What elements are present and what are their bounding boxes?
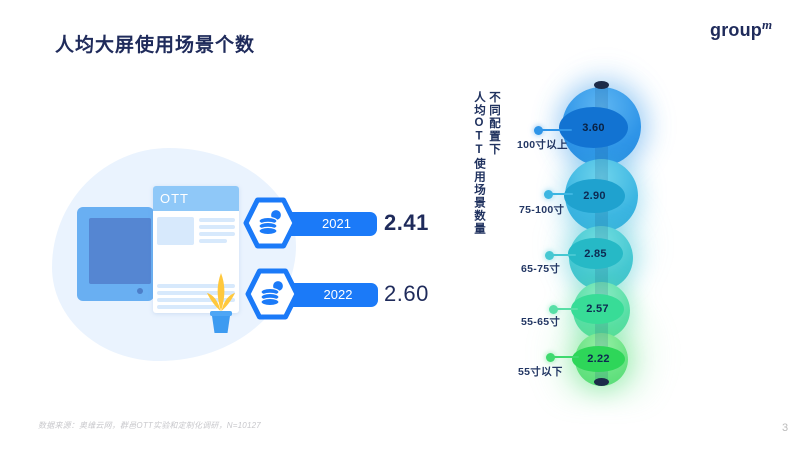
coins-hexagon-badge <box>245 268 300 320</box>
bubble-label: 100寸以上 <box>517 139 568 151</box>
bubble-label: 65-75寸 <box>521 263 561 275</box>
axis-bottom-cap <box>594 378 609 386</box>
document-text-line <box>157 305 217 309</box>
label-dot <box>549 305 558 314</box>
value-ellipse: 2.85 <box>568 238 623 269</box>
vertical-title-line1: 不同配置下 <box>488 91 500 156</box>
value-2022: 2.60 <box>384 281 429 306</box>
page-title: 人均大屏使用场景个数 <box>55 35 256 56</box>
document-text-line <box>157 291 235 295</box>
value-ellipse: 2.90 <box>564 179 625 213</box>
axis-top-cap <box>594 81 609 89</box>
bubble-label: 75-100寸 <box>519 204 565 216</box>
logo-sup: m <box>762 17 773 32</box>
bubble-value: 2.90 <box>583 190 606 202</box>
monitor-screen <box>89 218 151 284</box>
document-text-line <box>199 232 235 236</box>
bubble-value: 2.57 <box>586 303 609 315</box>
label-dot <box>544 190 553 199</box>
value-2021: 2.41 <box>384 210 429 235</box>
value-ellipse: 2.22 <box>572 346 625 372</box>
document-text-line <box>157 298 235 302</box>
bubble-value: 2.85 <box>584 247 607 260</box>
label-connector <box>551 193 573 195</box>
label-connector <box>556 308 578 310</box>
coins-hexagon-badge <box>243 197 298 249</box>
document-text-line <box>157 284 235 288</box>
data-source-footnote: 数据来源：奥维云网，群邑OTT实验和定制化调研，N=10127 <box>38 421 261 430</box>
vertical-title-line2: 人均OTT使用场景数量 <box>473 91 485 236</box>
coins-icon <box>260 279 285 307</box>
label-connector <box>553 356 579 358</box>
bubble-value: 2.22 <box>587 353 610 365</box>
chart-vertical-title: 不同配置下 人均OTT使用场景数量 <box>471 91 501 311</box>
value-ellipse: 2.57 <box>571 294 624 324</box>
label-dot <box>546 353 555 362</box>
bubble-label: 55-65寸 <box>521 316 561 328</box>
label-dot <box>545 251 554 260</box>
bubble-label: 55寸以下 <box>518 366 563 378</box>
groupm-logo: groupm <box>710 17 772 41</box>
ott-document-header: OTT <box>153 186 239 211</box>
label-dot <box>534 126 543 135</box>
plant-icon <box>207 273 235 333</box>
monitor-button <box>137 288 143 294</box>
coins-icon <box>258 208 283 236</box>
document-thumbnail <box>157 217 194 245</box>
document-text-line <box>199 239 227 243</box>
value-ellipse: 3.60 <box>559 107 628 148</box>
page-number: 3 <box>782 422 789 434</box>
document-text-line <box>199 218 235 222</box>
bubble-value: 3.60 <box>582 121 605 134</box>
label-connector <box>552 254 576 256</box>
label-connector <box>540 129 572 131</box>
ott-document: OTT <box>153 186 239 313</box>
logo-text: group <box>710 20 762 40</box>
document-text-line <box>199 225 235 229</box>
